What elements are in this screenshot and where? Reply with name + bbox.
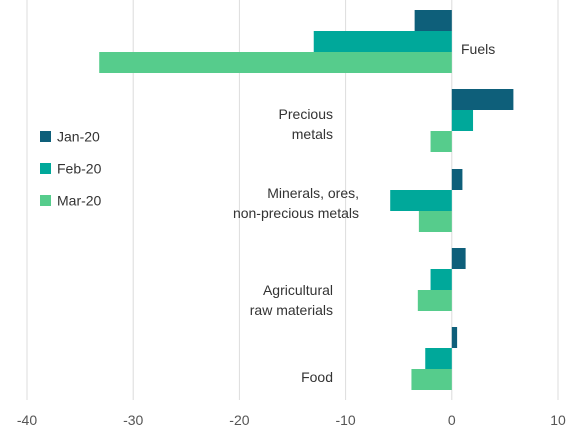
bar-Jan-20-0	[414, 10, 452, 31]
bar-Mar-20-2	[418, 211, 452, 232]
x-tick-label: 10	[550, 412, 566, 428]
legend: Jan-20 Feb-20 Mar-20	[40, 129, 102, 209]
bar-Feb-20-2	[390, 190, 452, 211]
x-tick-label: 0	[448, 412, 456, 428]
bar-Feb-20-1	[451, 110, 474, 131]
category-label: Fuels	[461, 41, 495, 57]
bar-Feb-20-3	[430, 269, 452, 290]
bar-Mar-20-4	[411, 369, 452, 390]
category-labels: Fuels Precious metals Minerals, ores, non-pr…	[233, 41, 495, 385]
x-tick-label: -30	[123, 412, 143, 428]
legend-label: Feb-20	[57, 161, 102, 177]
category-label: non-precious metals	[233, 205, 359, 221]
legend-label: Jan-20	[57, 129, 100, 145]
legend-swatch	[40, 163, 51, 174]
bars	[99, 10, 514, 390]
category-label: Precious	[279, 106, 333, 122]
bar-Jan-20-4	[451, 327, 458, 348]
bar-Feb-20-4	[425, 348, 452, 369]
legend-swatch	[40, 195, 51, 206]
x-axis-ticks: -40 -30 -20 -10 0 10	[17, 412, 566, 428]
x-tick-label: -40	[17, 412, 37, 428]
category-label: Food	[301, 369, 333, 385]
legend-swatch	[40, 131, 51, 142]
category-label: Agricultural	[263, 282, 333, 298]
category-label: raw materials	[250, 302, 333, 318]
x-tick-label: -10	[335, 412, 355, 428]
legend-label: Mar-20	[57, 193, 102, 209]
category-label: metals	[292, 126, 333, 142]
bar-Mar-20-3	[417, 290, 452, 311]
bar-Mar-20-0	[99, 52, 452, 73]
bar-Jan-20-3	[451, 248, 466, 269]
category-label: Minerals, ores,	[267, 185, 359, 201]
bar-Jan-20-2	[451, 169, 463, 190]
bar-Feb-20-0	[313, 31, 452, 52]
bar-Jan-20-1	[451, 89, 514, 110]
x-tick-label: -20	[229, 412, 249, 428]
bar-Mar-20-1	[430, 131, 452, 152]
